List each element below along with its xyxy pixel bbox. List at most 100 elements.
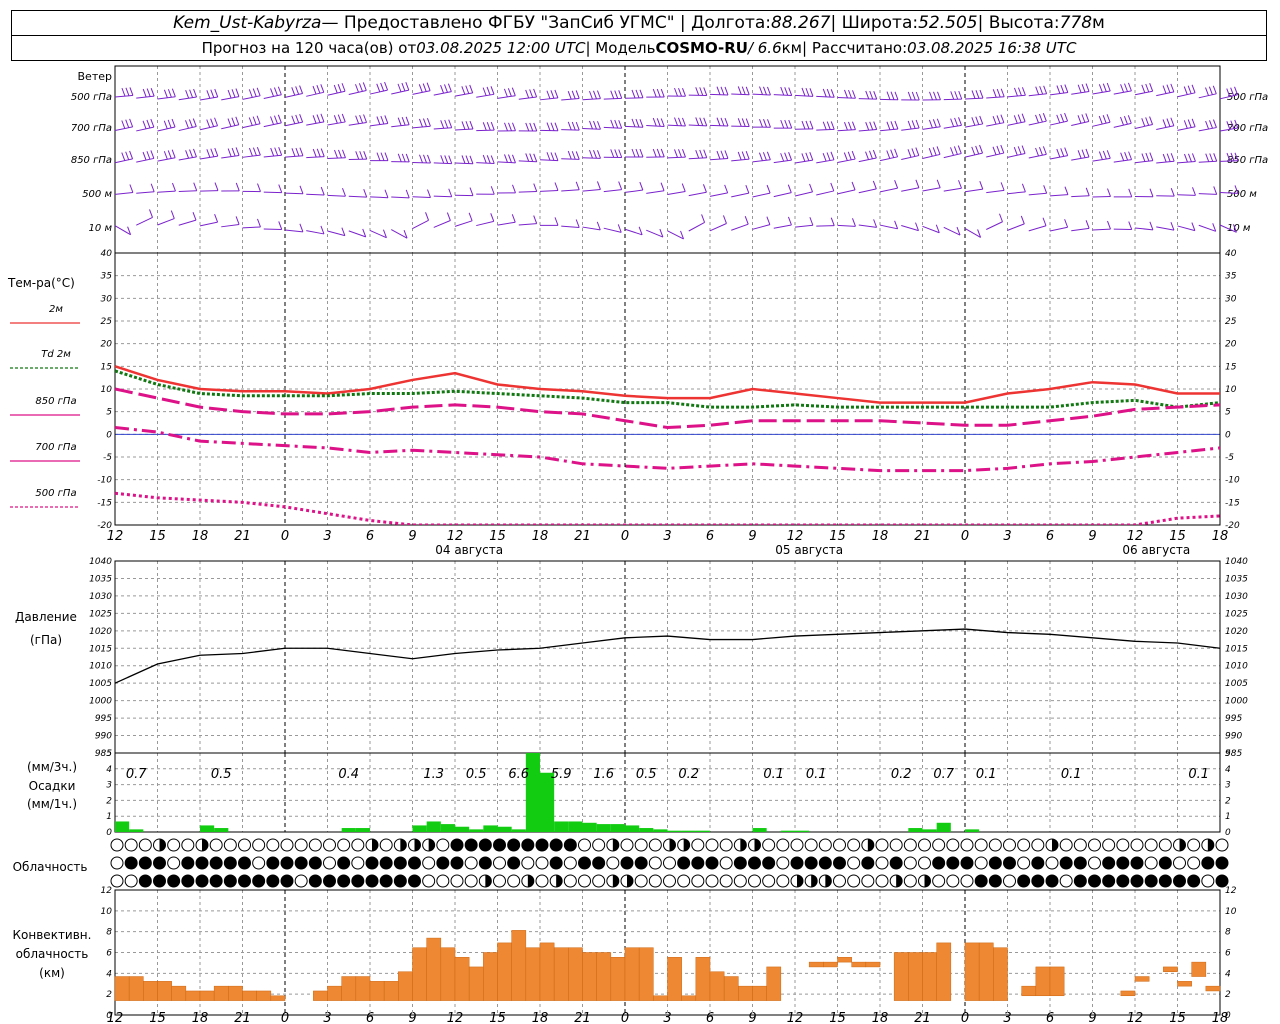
wind-barb-flag [826,152,831,161]
cloud-icon [563,874,577,888]
wind-barb-shaft [136,157,154,163]
cloud-icon [1158,838,1172,852]
wind-barb-shaft [922,126,941,130]
wind-barb-flag [596,221,601,231]
conv-bar [143,981,158,1001]
wind-barb-flag [660,182,665,191]
wind-barb-shaft [858,157,877,163]
wind-barb-flag [1107,220,1111,230]
wind-barb-shaft [582,188,601,192]
conv-bar [327,985,342,1001]
wind-level-left: 500 м [82,189,112,200]
wind-barb-flag [1064,186,1069,195]
wind-barb-shaft [986,152,1004,158]
wind-barb-shaft [603,97,622,100]
cloud-icon [889,856,903,870]
wind-barb-flag [227,148,232,157]
wind-barb-flag [1102,150,1107,160]
wind-barb-flag [1042,146,1047,155]
wind-barb-flag [214,88,219,98]
altitude-value: 778 [1059,13,1093,33]
hour-label: 15 [489,529,506,544]
wind-barb-flag [1085,187,1090,196]
cloud-icon [464,856,478,870]
wind-barb-flag [805,87,810,97]
cloud-icon [365,856,379,870]
wind-barb-flag [801,153,806,162]
wind-barb-flag [167,89,172,98]
wind-barb-flag [979,180,984,190]
wind-barb-flag [461,155,466,164]
wind-barb-shaft [369,196,389,199]
wind-barb-shaft [943,226,961,236]
hour-label-bottom: 0 [281,1011,289,1024]
cloud-icon [436,874,450,888]
wind-barb-flag [784,152,789,161]
hour-label-bottom: 15 [149,1011,166,1024]
wind-barb-flag [780,86,785,96]
wind-barb-flag [129,150,134,160]
conv-bar [837,957,852,963]
model-resolution: / 6.6 [747,39,782,57]
cloud-icon [634,856,648,870]
wind-barb-shaft [752,93,771,96]
wind-barb-shaft [837,158,856,163]
wind-barb-flag [703,117,708,127]
wind-barb-flag [848,89,852,99]
wind-barb-shaft [1007,121,1026,126]
conv-bar [369,981,385,1001]
conv-tick-right: 8 [1225,928,1231,938]
wind-barb-flag [1000,144,1005,154]
wind-barb-flag [618,90,623,99]
wind-barb-flag [873,121,878,130]
cloud-icon [337,856,351,870]
wind-barb-shaft [582,98,601,101]
cloud-icon [762,838,776,852]
wind-barb-flag [788,119,793,129]
wind-barb-flag [1234,185,1239,194]
cloud-icon [308,838,322,852]
wind-barb-flag [508,122,512,131]
wind-barb-flag [822,153,827,162]
pres-tick-right: 1020 [1225,627,1248,637]
wind-barb-flag [996,115,1001,124]
wind-barb-flag [720,150,725,159]
precip-bar [936,822,951,832]
cloud-icon [748,856,761,870]
cloud-icon [606,856,620,870]
wind-barb-flag [193,182,198,191]
wind-barb-shaft [221,154,240,159]
precip-bar [625,825,640,832]
cloud-icon [1088,856,1101,870]
cloud-icon [167,874,181,888]
wind-barb-shaft [1049,120,1068,126]
wind-barb-flag [1230,152,1235,162]
wind-barb-shaft [433,195,452,198]
precip-tick-right: 1 [1225,812,1231,822]
wind-barb-shaft [986,96,1005,99]
cloud-icon [918,856,931,870]
wind-barb-flag [767,119,771,128]
cloud-icon [223,838,237,852]
wind-barb-shaft [157,96,176,100]
wind-barb-flag [567,150,572,160]
precip-bar [355,828,370,832]
wind-barb-shaft [646,125,665,127]
pres-tick-right: 1010 [1225,662,1248,672]
cloud-icon [1088,838,1101,852]
wind-barb-flag [1085,83,1090,92]
wind-barb-flag [192,118,197,127]
wind-barb-shaft [263,122,282,128]
temp-legend-label: 700 гПа [35,442,76,453]
wind-barb-shaft [199,221,218,227]
wind-barb-flag [575,90,580,99]
wind-barb-flag [638,226,643,235]
wind-barb-flag [465,155,470,164]
wind-barb-flag [1107,188,1111,197]
wind-barb-flag [320,186,325,196]
conv-tick-left: 4 [106,969,112,979]
cloud-icon [153,874,166,888]
wind-barb-shaft [561,129,580,131]
cloud-icon [1201,874,1215,888]
cloud-icon [351,856,365,870]
